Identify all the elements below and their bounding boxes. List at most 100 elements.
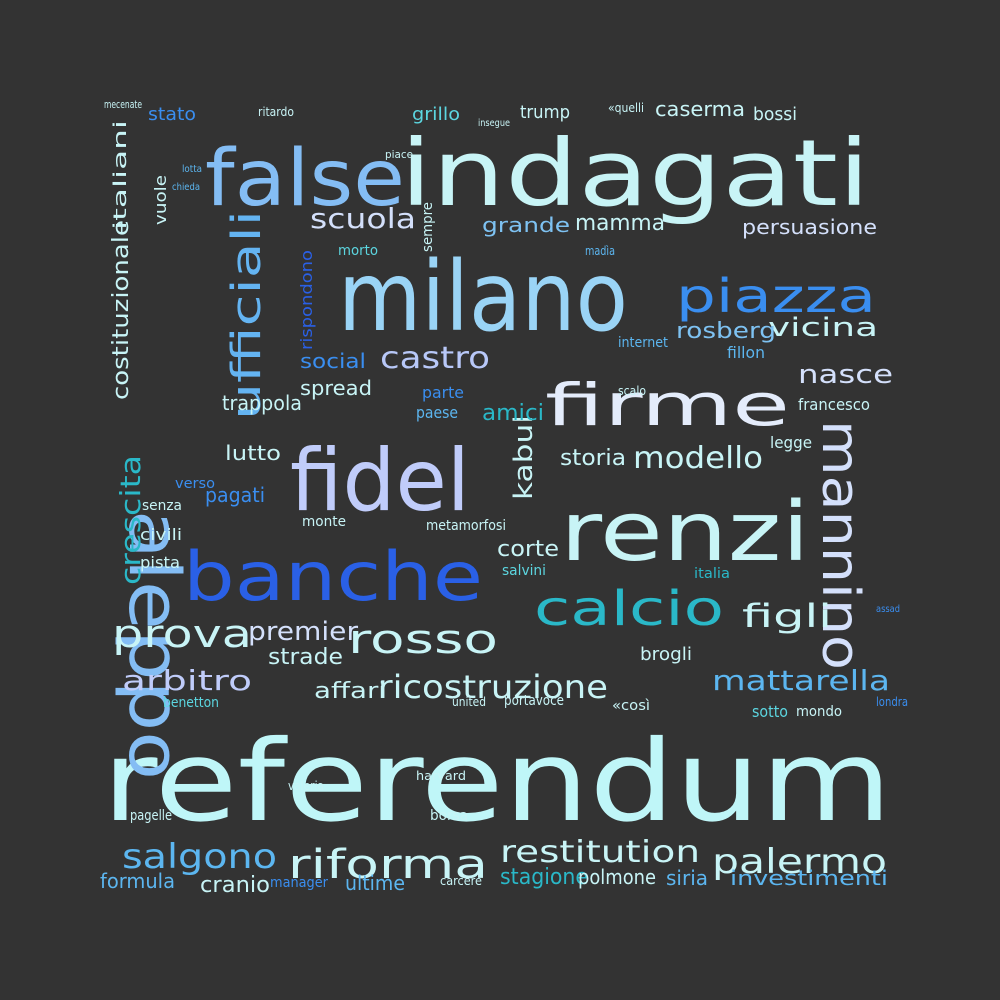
- cloud-word: insegue: [478, 118, 510, 129]
- cloud-word: strade: [268, 645, 343, 670]
- cloud-word: salgono: [122, 837, 277, 877]
- cloud-word: rosberg: [676, 319, 776, 344]
- cloud-word: londra: [876, 695, 908, 709]
- cloud-word: figli: [742, 597, 832, 635]
- cloud-word: borsa: [430, 808, 468, 824]
- cloud-word: metamorfosi: [426, 518, 506, 534]
- cloud-word: rosso: [348, 617, 498, 663]
- cloud-word: verso: [175, 476, 215, 492]
- cloud-word: firme: [545, 371, 790, 439]
- cloud-word: grillo: [412, 104, 460, 125]
- cloud-word: kabul: [509, 415, 539, 500]
- cloud-word: cranio: [200, 873, 270, 898]
- cloud-word: brogli: [640, 644, 692, 665]
- cloud-word: nasce: [798, 360, 893, 390]
- cloud-word: piace: [385, 148, 413, 161]
- cloud-word: ritardo: [258, 105, 294, 119]
- cloud-word: sotto: [752, 702, 788, 721]
- cloud-word: castro: [380, 341, 490, 376]
- cloud-word: «quelli: [608, 101, 644, 115]
- cloud-word: valeria: [288, 779, 324, 793]
- cloud-word: milano: [338, 241, 628, 353]
- cloud-word: harvard: [416, 769, 466, 783]
- cloud-word: internet: [618, 335, 668, 351]
- cloud-word: spread: [300, 376, 372, 400]
- cloud-word: stagione: [500, 865, 588, 890]
- cloud-word: investimenti: [730, 866, 888, 890]
- cloud-word: corte: [497, 537, 559, 562]
- cloud-word: aleppo: [113, 510, 195, 780]
- cloud-word: affari: [314, 679, 386, 704]
- cloud-word: vicina: [768, 313, 878, 343]
- cloud-word: piazza: [676, 269, 876, 323]
- cloud-word: parte: [422, 383, 464, 402]
- cloud-word: casermа: [655, 97, 745, 121]
- cloud-word: arbitro: [122, 664, 252, 697]
- cloud-word: prova: [112, 612, 252, 656]
- cloud-word: rispondono: [297, 250, 316, 350]
- cloud-word: scalo: [618, 384, 646, 398]
- cloud-word: mecenate: [104, 98, 142, 111]
- cloud-word: legge: [770, 433, 812, 452]
- cloud-word: persuasione: [742, 215, 877, 239]
- cloud-word: mamma: [575, 211, 665, 236]
- cloud-word: pagelle: [130, 808, 172, 824]
- cloud-word: salvini: [502, 563, 546, 579]
- cloud-word: ultime: [345, 871, 405, 895]
- cloud-word: portavoce: [504, 693, 564, 709]
- cloud-word: lotta: [182, 164, 202, 175]
- cloud-word: costituzionale: [109, 220, 134, 400]
- cloud-word: riforma: [288, 842, 488, 888]
- cloud-word: mannino: [810, 420, 870, 670]
- cloud-word: benetton: [163, 695, 219, 711]
- cloud-word: crescita: [114, 455, 147, 585]
- cloud-word: assad: [876, 604, 900, 615]
- cloud-word: paese: [416, 403, 458, 422]
- cloud-word: lutto: [225, 441, 281, 465]
- cloud-word: united: [452, 695, 486, 709]
- cloud-word: madìa: [585, 244, 615, 258]
- cloud-word: fillon: [727, 343, 765, 362]
- cloud-word: mondo: [796, 704, 842, 720]
- cloud-word: pista: [140, 553, 180, 572]
- cloud-word: morto: [338, 243, 378, 259]
- cloud-word: indagati: [400, 120, 870, 227]
- cloud-word: fidel: [290, 431, 470, 531]
- cloud-word: trump: [520, 102, 570, 123]
- cloud-word: francesco: [798, 395, 870, 414]
- cloud-word: mattarella: [712, 664, 890, 697]
- cloud-word: modello: [633, 441, 763, 476]
- cloud-words: referendum indagati milano false aleppo fidel…: [100, 97, 908, 898]
- cloud-word: scuola: [310, 202, 416, 235]
- cloud-word: siria: [666, 866, 708, 890]
- cloud-word: bossi: [753, 104, 797, 125]
- cloud-word: polmone: [578, 865, 656, 889]
- cloud-word: grande: [482, 213, 570, 237]
- cloud-word: trappola: [222, 391, 302, 415]
- cloud-word: referendum: [102, 717, 892, 847]
- cloud-word: ricostruzione: [378, 668, 608, 706]
- cloud-word: false: [205, 134, 405, 224]
- cloud-word: senza: [142, 498, 182, 514]
- cloud-word: «così: [612, 698, 650, 714]
- cloud-word: renzi: [560, 485, 810, 580]
- cloud-word: pagati: [205, 483, 265, 507]
- cloud-word: carcere: [440, 874, 482, 888]
- cloud-word: chieda: [172, 182, 200, 193]
- cloud-word: vuole: [151, 175, 170, 225]
- cloud-word: stato: [148, 104, 196, 125]
- cloud-word: italiani: [110, 120, 131, 230]
- cloud-word: civili: [140, 525, 182, 544]
- cloud-word: italia: [694, 566, 730, 582]
- cloud-word: palermo: [712, 842, 887, 882]
- cloud-word: formula: [100, 869, 175, 893]
- cloud-word: sempre: [420, 202, 436, 252]
- cloud-word: manager: [270, 875, 328, 891]
- cloud-word: social: [300, 349, 366, 373]
- cloud-word: restitution: [500, 835, 700, 870]
- cloud-word: premier: [248, 617, 358, 647]
- cloud-word: monte: [302, 514, 346, 530]
- cloud-word: banche: [183, 538, 483, 617]
- cloud-word: amici: [482, 401, 544, 426]
